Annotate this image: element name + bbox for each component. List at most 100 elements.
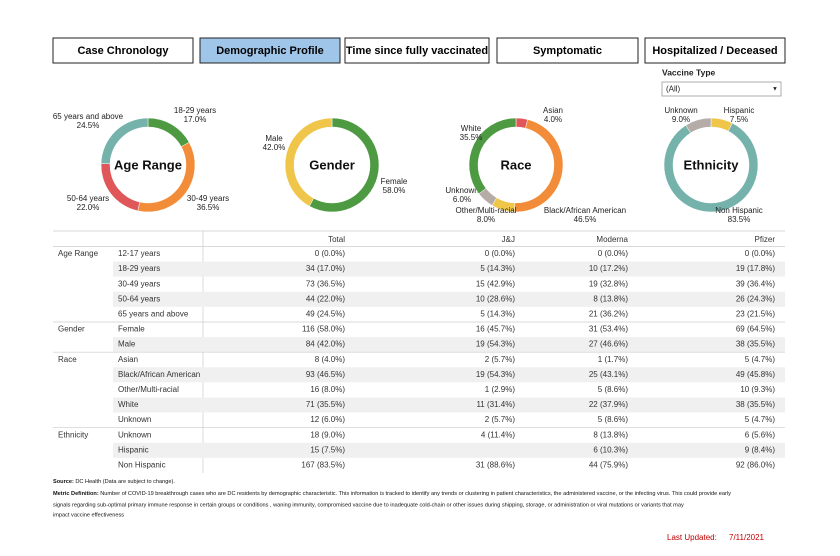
tab[interactable] (199, 37, 341, 64)
segment-label: Non Hispanic (715, 206, 763, 215)
table-cell: 31 (88.6%) (476, 461, 515, 470)
segment-label: 50-64 years (67, 194, 109, 203)
table-cell: 5 (14.3%) (480, 264, 515, 273)
table-cell: 5 (4.7%) (745, 355, 776, 364)
column-header: Moderna (596, 235, 628, 244)
table-cell: 27 (46.6%) (589, 340, 628, 349)
footnote: Source: DC Health (Data are subject to c… (53, 479, 175, 485)
table-cell: 116 (58.0%) (302, 325, 345, 334)
table-cell: 4 (11.4%) (481, 430, 515, 439)
segment-value: 6.0% (453, 195, 471, 204)
row-label: 30-49 years (118, 279, 160, 288)
segment-value: 24.5% (77, 121, 100, 130)
segment-label: Unknown (664, 106, 697, 115)
row-label: 65 years and above (118, 310, 189, 319)
table-cell: 10 (17.2%) (589, 264, 628, 273)
tab-label[interactable]: Hospitalized / Deceased (652, 45, 777, 57)
dropdown-box[interactable] (661, 81, 782, 97)
footnote-text: DC Health (Data are subject to change). (75, 479, 175, 485)
group-label: Gender (58, 325, 85, 334)
table-cell: 0 (0.0%) (315, 249, 346, 258)
donut-segment (100, 117, 149, 165)
tab-label[interactable]: Case Chronology (77, 45, 169, 57)
table-cell: 19 (32.8%) (589, 279, 628, 288)
row-label: Male (118, 340, 136, 349)
table-cell: 0 (0.0%) (598, 249, 629, 258)
table-cell: 93 (46.5%) (306, 370, 345, 379)
segment-label: Black/African American (544, 206, 626, 215)
row-label: Other/Multi-racial (118, 385, 179, 394)
table-cell: 6 (5.6%) (745, 430, 776, 439)
column-header: Total (328, 235, 345, 244)
row-label: Unknown (118, 415, 151, 424)
donut-segment (685, 117, 712, 134)
table-cell: 15 (42.9%) (476, 279, 515, 288)
table-cell: 23 (21.5%) (736, 310, 775, 319)
tab-label[interactable]: Time since fully vaccinated (346, 45, 488, 57)
row-shade (113, 397, 785, 413)
donut-segment (663, 122, 759, 213)
segment-value: 9.0% (672, 115, 690, 124)
donut-title: Ethnicity (684, 157, 740, 172)
row-shade (113, 261, 785, 277)
segment-value: 7.5% (730, 115, 748, 124)
dropdown-value[interactable]: (All) (666, 85, 681, 94)
table-cell: 2 (5.7%) (485, 355, 516, 364)
segment-label: Hispanic (724, 106, 755, 115)
table-cell: 21 (36.2%) (589, 310, 628, 319)
table-cell: 34 (17.0%) (306, 264, 345, 273)
group-label: Ethnicity (58, 430, 88, 439)
segment-label: Asian (543, 106, 563, 115)
row-label: 12-17 years (118, 249, 160, 258)
table-cell: 5 (14.3%) (480, 310, 515, 319)
tab-label[interactable]: Demographic Profile (216, 45, 324, 57)
row-label: White (118, 400, 139, 409)
row-shade (113, 442, 785, 458)
table-cell: 38 (35.5%) (736, 400, 775, 409)
group-label: Age Range (58, 249, 99, 258)
table-cell: 16 (8.0%) (310, 385, 345, 394)
segment-value: 17.0% (184, 115, 207, 124)
column-header: Pfizer (755, 235, 776, 244)
filter-dropdown[interactable]: (All) ▼ (661, 81, 782, 97)
row-label: 18-29 years (118, 264, 160, 273)
footnote-text: signals regarding sub-optimal primary im… (53, 502, 684, 508)
row-shade (113, 367, 785, 383)
table-cell: 25 (43.1%) (589, 370, 628, 379)
table-cell: 0 (0.0%) (485, 249, 516, 258)
table-cell: 84 (42.0%) (306, 340, 345, 349)
row-label: Black/African American (118, 370, 200, 379)
tab-label[interactable]: Symptomatic (533, 45, 602, 57)
row-label: Non Hispanic (118, 461, 166, 470)
table-cell: 49 (24.5%) (306, 310, 345, 319)
table-cell: 0 (0.0%) (745, 249, 776, 258)
row-shade (113, 337, 785, 353)
tab[interactable] (52, 37, 194, 64)
dropdown-arrow[interactable]: ▼ (772, 87, 778, 93)
table-cell: 71 (35.5%) (306, 400, 345, 409)
table-cell: 9 (8.4%) (745, 445, 776, 454)
table-cell: 11 (31.4%) (476, 400, 515, 409)
filter-label: Vaccine Type (662, 67, 716, 77)
segment-value: 58.0% (383, 186, 406, 195)
table-cell: 167 (83.5%) (301, 461, 345, 470)
table-cell: 31 (53.4%) (589, 325, 628, 334)
tab[interactable] (344, 37, 490, 64)
table-cell: 69 (64.5%) (736, 325, 775, 334)
table-cell: 73 (36.5%) (306, 279, 345, 288)
table-cell: 8 (4.0%) (315, 355, 346, 364)
updated-label: Last Updated: (667, 533, 717, 542)
segment-value: 4.0% (544, 115, 562, 124)
footnote-text: Number of COVID-19 breakthrough cases wh… (100, 491, 731, 497)
row-label: 50-64 years (118, 294, 160, 303)
table-cell: 16 (45.7%) (476, 325, 515, 334)
segment-label: Female (381, 177, 408, 186)
tab[interactable] (496, 37, 639, 64)
segment-label: Unknown (445, 186, 478, 195)
tab[interactable] (644, 37, 786, 64)
table-cell: 15 (7.5%) (310, 445, 345, 454)
updated-value: 7/11/2021 (729, 533, 765, 542)
donut-title: Age Range (114, 157, 182, 172)
table-cell: 5 (4.7%) (745, 415, 776, 424)
row-shade (113, 291, 785, 307)
